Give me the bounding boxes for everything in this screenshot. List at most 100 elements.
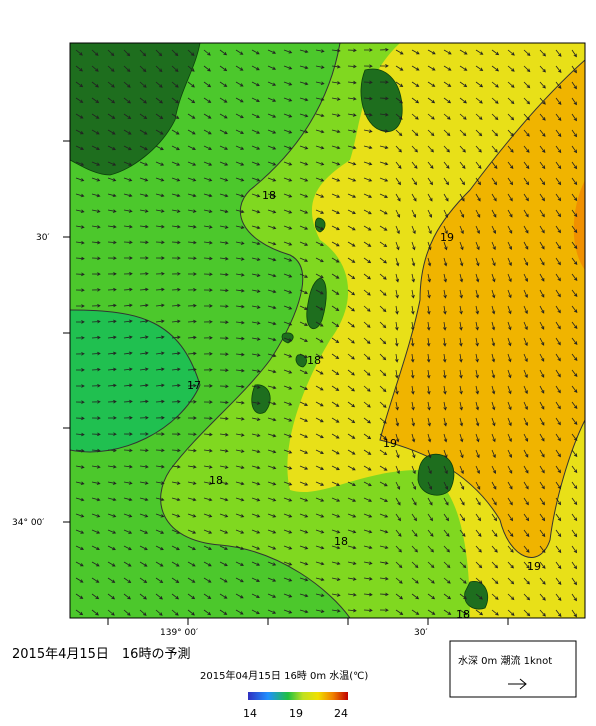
current-arrow: [123, 335, 133, 339]
current-arrow: [107, 609, 115, 616]
current-arrow: [507, 449, 513, 458]
current-arrow: [571, 97, 577, 106]
current-arrow: [171, 97, 180, 104]
current-arrow: [427, 241, 432, 251]
current-arrow: [107, 287, 117, 292]
current-arrow: [539, 369, 545, 378]
current-arrow: [219, 49, 228, 56]
current-arrow: [347, 608, 357, 613]
current-arrow: [427, 609, 436, 615]
current-arrow: [427, 161, 434, 169]
current-arrow: [491, 225, 497, 234]
current-arrow: [283, 353, 293, 358]
current-arrow: [363, 129, 373, 133]
current-arrow: [347, 545, 357, 550]
current-arrow: [379, 513, 389, 518]
current-arrow: [155, 49, 163, 57]
current-arrow: [411, 513, 417, 522]
current-arrow: [283, 561, 293, 566]
current-arrow: [571, 177, 578, 186]
current-arrow: [267, 561, 277, 566]
current-arrow: [299, 145, 309, 150]
current-arrow: [443, 65, 452, 71]
current-arrow: [139, 49, 147, 57]
current-arrow: [491, 481, 497, 490]
current-arrow: [347, 145, 357, 150]
current-arrow: [75, 240, 85, 245]
current-arrow: [171, 287, 181, 292]
current-arrow: [459, 241, 464, 251]
current-arrow: [539, 305, 545, 314]
current-arrow: [299, 433, 309, 438]
current-arrow: [91, 465, 101, 469]
current-arrow: [411, 161, 418, 169]
current-arrow: [267, 113, 277, 118]
current-arrow: [507, 593, 515, 601]
current-arrow: [283, 577, 293, 582]
current-arrow: [187, 256, 197, 261]
current-arrow: [139, 529, 149, 534]
current-arrow: [107, 177, 117, 182]
current-arrow: [219, 465, 229, 469]
current-arrow: [331, 465, 340, 471]
current-arrow: [283, 545, 293, 550]
current-arrow: [555, 449, 561, 458]
current-arrow: [427, 209, 433, 218]
current-arrow: [219, 256, 229, 261]
current-arrow: [75, 384, 85, 388]
current-arrow: [107, 161, 117, 166]
current-arrow: [219, 272, 229, 277]
current-arrow: [427, 177, 433, 186]
current-arrow: [443, 529, 450, 537]
current-arrow: [395, 337, 399, 347]
colorbar: [248, 692, 348, 700]
current-arrow: [235, 65, 244, 71]
current-arrow: [219, 336, 229, 340]
current-arrow: [331, 577, 341, 581]
current-arrow: [475, 193, 481, 202]
current-arrow: [315, 417, 324, 423]
current-arrow: [523, 609, 531, 617]
current-arrow: [459, 161, 466, 169]
current-arrow: [523, 177, 530, 186]
current-arrow: [443, 113, 451, 120]
current-arrow: [203, 129, 212, 135]
current-arrow: [91, 49, 99, 56]
current-arrow: [443, 225, 448, 235]
current-arrow: [139, 256, 149, 260]
current-arrow: [475, 369, 479, 379]
current-arrow: [395, 385, 399, 395]
current-arrow: [171, 351, 181, 356]
current-arrow: [123, 593, 131, 600]
current-arrow: [251, 513, 261, 518]
current-arrow: [235, 593, 244, 599]
current-arrow: [315, 353, 324, 359]
current-arrow: [123, 561, 132, 567]
current-arrow: [203, 448, 213, 453]
current-arrow: [411, 49, 420, 55]
current-arrow: [251, 369, 261, 373]
current-arrow: [155, 209, 165, 213]
current-arrow: [347, 561, 357, 565]
current-arrow: [571, 145, 578, 154]
current-arrow: [539, 545, 546, 554]
current-arrow: [123, 609, 131, 616]
current-arrow: [539, 209, 545, 218]
current-arrow: [203, 465, 213, 469]
current-arrow: [539, 529, 546, 538]
current-arrow: [155, 529, 165, 534]
current-arrow: [379, 561, 389, 565]
current-arrow: [187, 400, 197, 404]
current-arrow: [235, 481, 245, 486]
current-arrow: [331, 529, 341, 534]
current-arrow: [379, 337, 387, 345]
current-arrow: [315, 385, 324, 391]
current-arrow: [267, 513, 277, 518]
current-arrow: [363, 289, 371, 296]
current-arrow: [427, 145, 434, 153]
current-arrow: [411, 145, 418, 153]
current-arrow: [475, 305, 480, 315]
current-arrow: [123, 448, 133, 453]
current-arrow: [203, 609, 212, 616]
current-arrow: [395, 593, 404, 600]
